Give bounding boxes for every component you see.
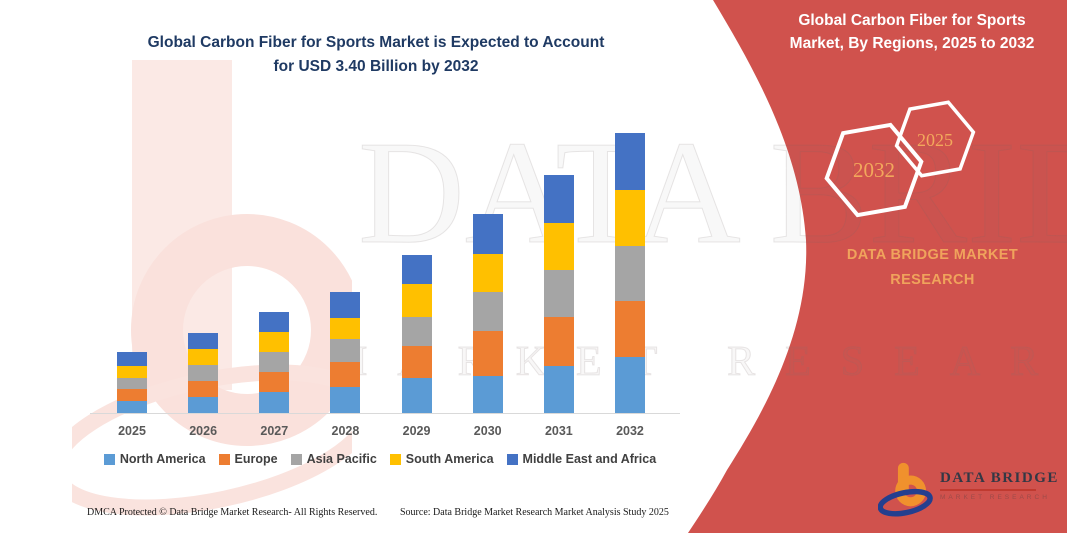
- bar-column-2026: [188, 333, 219, 413]
- bar-segment-north-america: [401, 378, 432, 413]
- x-axis-label-2028: 2028: [331, 424, 360, 438]
- panel-title: Global Carbon Fiber for Sports Market, B…: [768, 9, 1056, 55]
- legend-item-north-america: North America: [103, 452, 206, 466]
- bar-segment-middle-east-and-africa: [472, 214, 503, 254]
- bar-segment-europe: [117, 389, 147, 401]
- bar-segment-middle-east-and-africa: [401, 255, 432, 284]
- bar-column-2028: [330, 292, 361, 413]
- panel-brand-line2: RESEARCH: [890, 272, 975, 288]
- chart-title-line1: Global Carbon Fiber for Sports Market is…: [147, 34, 605, 51]
- legend-label: Europe: [234, 452, 278, 466]
- panel-brand-line1: DATA BRIDGE MARKET: [846, 247, 1019, 263]
- bar-column-2027: [259, 312, 290, 413]
- legend-label: South America: [405, 452, 494, 466]
- bar-segment-middle-east-and-africa: [117, 352, 147, 366]
- x-axis-label-2030: 2030: [473, 424, 502, 438]
- legend-swatch-icon: [103, 453, 115, 465]
- bar-segment-asia-pacific: [188, 365, 219, 381]
- bar-segment-middle-east-and-africa: [543, 175, 574, 223]
- legend-label: North America: [119, 452, 206, 466]
- chart-legend: North America Europe Asia Pacific South Ame…: [80, 452, 680, 466]
- legend-swatch-icon: [389, 453, 401, 465]
- panel-brand-text: DATA BRIDGE MARKET RESEARCH: [800, 243, 1065, 293]
- legend-item-south-america: South America: [389, 452, 494, 466]
- bar-segment-asia-pacific: [472, 292, 503, 331]
- legend-item-middle-east-and-africa: Middle East and Africa: [506, 452, 657, 466]
- bar-segment-middle-east-and-africa: [330, 292, 361, 318]
- legend-item-asia-pacific: Asia Pacific: [290, 452, 377, 466]
- company-logo-text: DATA BRIDGE MARKET RESEARCH: [940, 458, 1059, 522]
- bar-segment-north-america: [117, 401, 147, 413]
- x-axis-labels: 2025 2026 2027 2028 2029 2030 2031 2032: [90, 424, 680, 438]
- chart-title: Global Carbon Fiber for Sports Market is…: [80, 31, 672, 79]
- bar-segment-europe: [614, 301, 645, 357]
- hexagon-2032-shape: [824, 122, 924, 218]
- x-axis-label-2031: 2031: [544, 424, 573, 438]
- bar-segment-asia-pacific: [117, 378, 147, 389]
- chart-title-line2: for USD 3.40 Billion by 2032: [273, 58, 479, 75]
- bar-segment-north-america: [543, 366, 574, 413]
- bar-segment-north-america: [472, 376, 503, 413]
- logo-rule: [940, 489, 1036, 491]
- footer-copyright: DMCA Protected © Data Bridge Market Rese…: [87, 507, 378, 518]
- bar-segment-asia-pacific: [614, 246, 645, 301]
- bar-segment-south-america: [614, 190, 645, 246]
- hexagon-badges: 2032 2025: [824, 100, 976, 218]
- bar-column-2030: [472, 214, 503, 413]
- bar-segment-asia-pacific: [543, 270, 574, 317]
- legend-swatch-icon: [218, 453, 230, 465]
- bar-column-2029: [401, 255, 432, 413]
- panel-title-line1: Global Carbon Fiber for Sports: [798, 12, 1026, 29]
- x-axis-label-2029: 2029: [402, 424, 431, 438]
- bar-segment-asia-pacific: [401, 317, 432, 346]
- bar-segment-north-america: [188, 397, 219, 413]
- company-logo: DATA BRIDGE MARKET RESEARCH: [878, 458, 1059, 522]
- x-axis-label-2025: 2025: [118, 424, 146, 438]
- bar-segment-north-america: [259, 392, 290, 413]
- legend-item-europe: Europe: [218, 452, 278, 466]
- bar-column-2032: [614, 133, 645, 413]
- logo-wordmark: DATA BRIDGE: [940, 470, 1059, 486]
- bar-chart-plot-area: [90, 120, 680, 414]
- legend-label: Asia Pacific: [306, 452, 377, 466]
- x-axis-label-2032: 2032: [616, 424, 644, 438]
- bar-column-2025: [117, 352, 147, 413]
- logo-subtext: MARKET RESEARCH: [940, 494, 1050, 501]
- bar-segment-south-america: [259, 332, 290, 352]
- bar-segment-south-america: [117, 366, 147, 378]
- bar-segment-europe: [472, 331, 503, 376]
- bar-segment-europe: [330, 362, 361, 387]
- panel-title-line2: Market, By Regions, 2025 to 2032: [789, 35, 1035, 52]
- bar-column-2031: [543, 175, 574, 413]
- bar-segment-south-america: [188, 349, 219, 365]
- hexagon-2025-shape: [894, 100, 976, 178]
- x-axis-label-2027: 2027: [260, 424, 289, 438]
- bar-segment-middle-east-and-africa: [614, 133, 645, 190]
- hexagon-2025-label: 2025: [917, 130, 953, 150]
- hexagon-2032-label: 2032: [853, 158, 895, 182]
- company-logo-icon: [878, 462, 933, 517]
- bar-segment-europe: [259, 372, 290, 392]
- bar-segment-south-america: [543, 223, 574, 270]
- bar-segment-asia-pacific: [259, 352, 290, 372]
- legend-label: Middle East and Africa: [522, 452, 657, 466]
- legend-swatch-icon: [290, 453, 302, 465]
- bar-segment-north-america: [614, 357, 645, 413]
- bar-segment-europe: [543, 317, 574, 366]
- x-axis-label-2026: 2026: [189, 424, 218, 438]
- bar-segment-south-america: [401, 284, 432, 317]
- bar-segment-asia-pacific: [330, 339, 361, 362]
- bar-segment-south-america: [330, 318, 361, 339]
- bar-segment-middle-east-and-africa: [259, 312, 290, 332]
- bar-segment-middle-east-and-africa: [188, 333, 219, 349]
- bar-segment-south-america: [472, 254, 503, 292]
- bar-segment-north-america: [330, 387, 361, 413]
- bar-segment-europe: [188, 381, 219, 397]
- legend-swatch-icon: [506, 453, 518, 465]
- footer-source: Source: Data Bridge Market Research Mark…: [400, 507, 669, 518]
- bar-segment-europe: [401, 346, 432, 378]
